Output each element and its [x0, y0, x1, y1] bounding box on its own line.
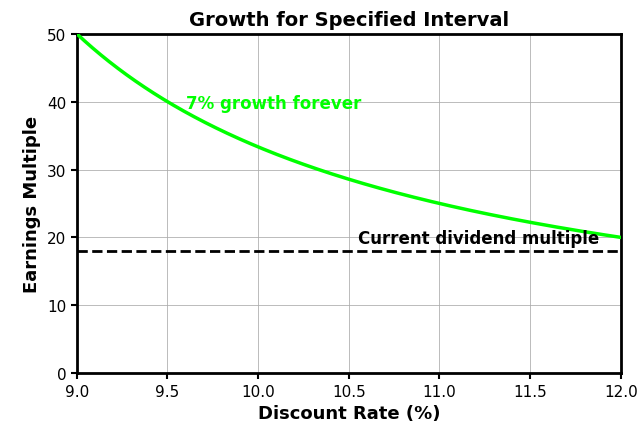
Y-axis label: Earnings Multiple: Earnings Multiple — [24, 115, 42, 293]
X-axis label: Discount Rate (%): Discount Rate (%) — [257, 404, 440, 422]
Text: Current dividend multiple: Current dividend multiple — [358, 229, 599, 247]
Text: 7% growth forever: 7% growth forever — [186, 95, 361, 113]
Title: Growth for Specified Interval: Growth for Specified Interval — [189, 11, 509, 30]
